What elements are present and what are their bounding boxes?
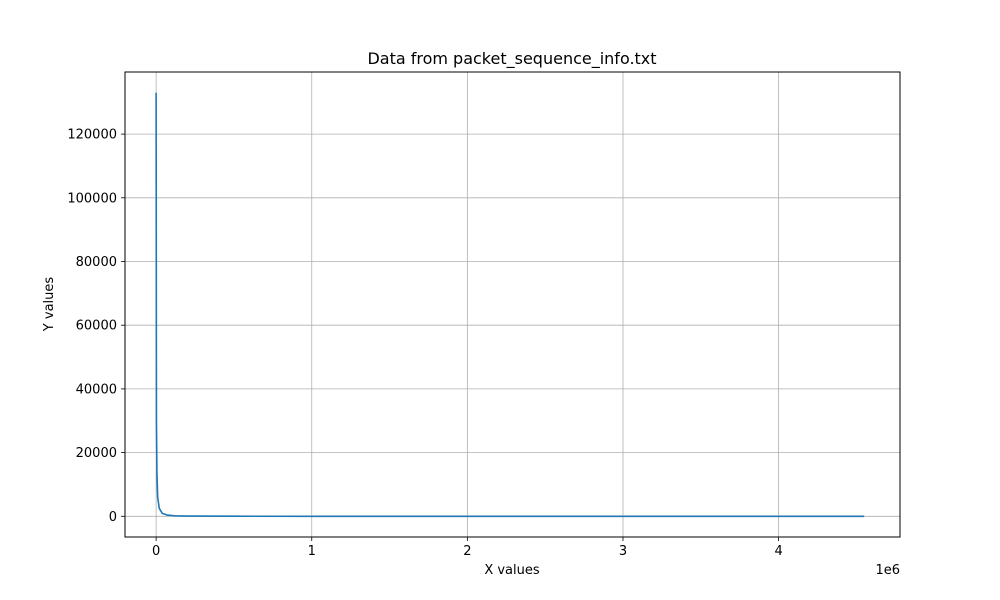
series-line (155, 92, 865, 518)
y-axis-label: Y values (42, 277, 57, 333)
series-layer (155, 92, 865, 518)
x-tick-label: 2 (463, 544, 471, 559)
x-tick-label: 3 (619, 544, 627, 559)
chart-title: Data from packet_sequence_info.txt (367, 49, 656, 69)
plot-area (125, 72, 900, 537)
y-tick-label: 80000 (76, 255, 117, 270)
x-axis-label: X values (484, 563, 540, 578)
plot-frame (124, 71, 901, 538)
x-tick-label: 4 (774, 544, 782, 559)
y-tick-label: 60000 (76, 319, 117, 334)
grid-lines (125, 72, 900, 537)
x-axis-offset-label: 1e6 (875, 563, 900, 578)
tick-marks (121, 133, 780, 541)
x-tick-label: 1 (308, 544, 316, 559)
y-tick-label: 120000 (67, 128, 117, 143)
y-tick-label: 20000 (76, 446, 117, 461)
y-tick-label: 0 (109, 510, 117, 525)
y-tick-label: 100000 (67, 191, 117, 206)
y-tick-label: 40000 (76, 382, 117, 397)
tick-labels: 0 1 2 3 4 0 20000 40000 60000 80000 100000 120000 (67, 128, 782, 559)
x-tick-label: 0 (152, 544, 160, 559)
